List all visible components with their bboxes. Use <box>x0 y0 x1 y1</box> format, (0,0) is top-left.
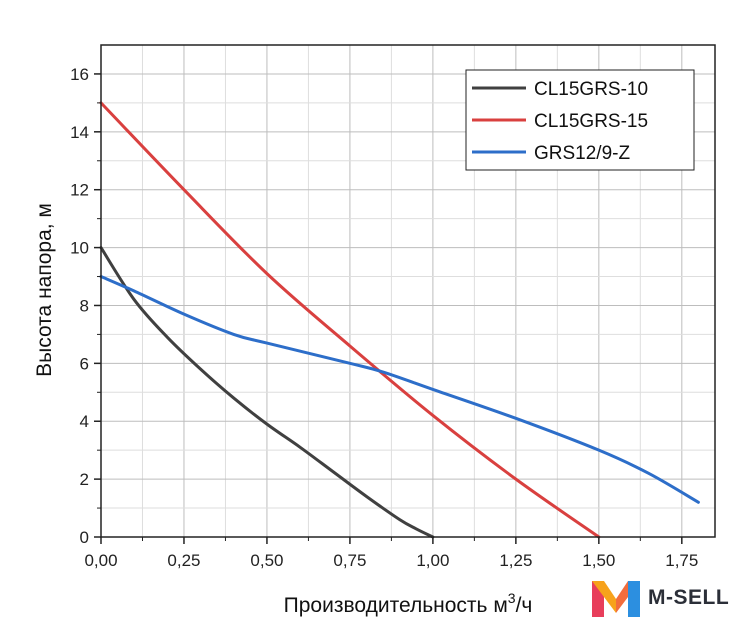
axis-ticks <box>94 73 683 544</box>
series-line-1 <box>99 101 601 539</box>
x-tick-label: 0,00 <box>84 551 117 570</box>
plot-frame <box>100 44 716 538</box>
series-lines <box>99 101 700 539</box>
series-line-0 <box>99 246 435 539</box>
legend-label: CL15GRS-15 <box>534 111 648 132</box>
series-line-2 <box>99 275 700 504</box>
y-tick-label: 14 <box>70 123 89 142</box>
legend-label: GRS12/9-Z <box>534 143 630 164</box>
y-axis-label: Высота напора, м <box>33 203 56 377</box>
y-tick-label: 6 <box>80 354 89 373</box>
y-tick-label: 0 <box>80 528 89 547</box>
y-tick-label: 4 <box>80 412 89 431</box>
x-tick-label: 0,50 <box>250 551 283 570</box>
x-tick-label: 0,25 <box>167 551 200 570</box>
x-axis-label-sup: 3 <box>508 590 516 606</box>
y-tick-label: 10 <box>70 239 89 258</box>
x-tick-label: 1,50 <box>582 551 615 570</box>
x-tick-labels: 0,00 0,25 0,50 0,75 1,00 1,25 1,50 1,75 <box>84 551 698 570</box>
legend-label: CL15GRS-10 <box>534 79 648 100</box>
x-tick-label: 1,75 <box>665 551 698 570</box>
y-tick-labels: 0 2 4 6 8 10 12 14 16 <box>70 65 89 547</box>
y-tick-label: 8 <box>80 296 89 315</box>
x-tick-label: 0,75 <box>333 551 366 570</box>
y-tick-label: 12 <box>70 181 89 200</box>
x-tick-label: 1,25 <box>499 551 532 570</box>
x-tick-label: 1,00 <box>416 551 449 570</box>
x-axis-label: Производительность м3/ч <box>284 590 533 617</box>
legend: CL15GRS-10 CL15GRS-15 GRS12/9-Z <box>465 69 695 171</box>
y-tick-label: 16 <box>70 65 89 84</box>
y-tick-label: 2 <box>80 470 89 489</box>
m-letter-logo-icon <box>592 581 640 617</box>
brand-logo: M-SELL <box>590 576 729 620</box>
brand-name: M-SELL <box>648 586 730 609</box>
x-axis-label-suffix: /ч <box>516 594 533 617</box>
x-axis-label-main: Производительность м <box>284 594 508 617</box>
